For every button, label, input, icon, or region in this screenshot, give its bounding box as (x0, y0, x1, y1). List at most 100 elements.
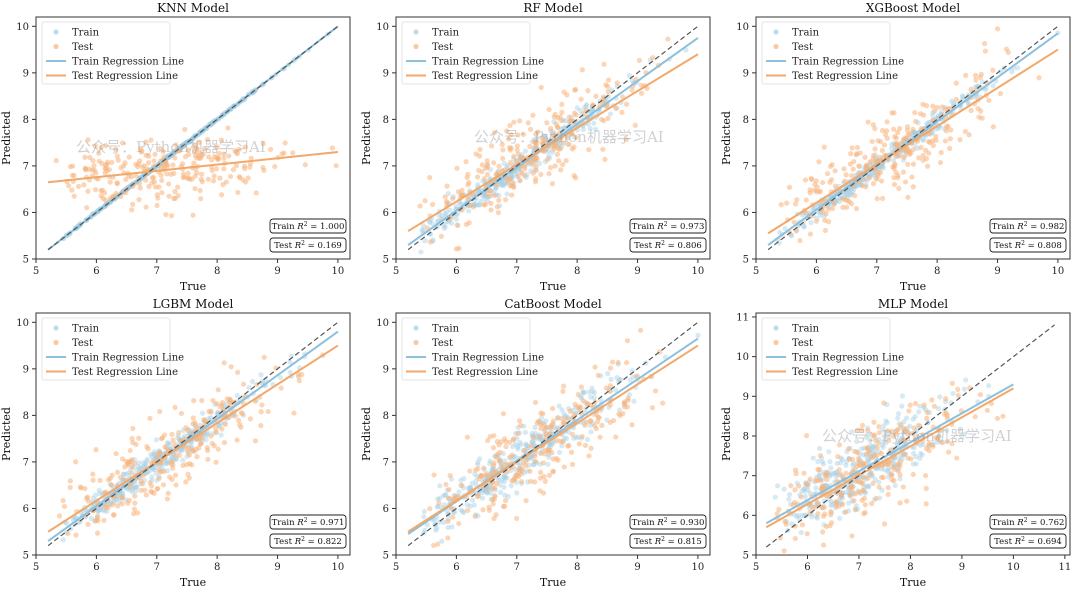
train-point (801, 223, 807, 229)
train-point (180, 457, 186, 463)
train-point (453, 216, 459, 222)
test-point (466, 180, 472, 186)
test-point (76, 183, 82, 189)
train-point (97, 507, 103, 513)
test-point (897, 472, 903, 478)
y-tick-label: 5 (383, 551, 389, 562)
test-point (205, 456, 211, 462)
train-point (826, 449, 832, 455)
test-point (119, 495, 126, 501)
test-point (995, 26, 1001, 32)
test-point (131, 460, 138, 467)
test-point (517, 177, 523, 184)
test-point (208, 433, 214, 439)
test-point (66, 183, 72, 189)
y-tick-label: 5 (23, 255, 29, 266)
legend-box (761, 21, 891, 85)
y-tick-label: 7 (23, 161, 29, 172)
test-point (568, 449, 575, 455)
test-point (493, 454, 499, 460)
train-point (484, 488, 490, 494)
train-point (138, 465, 144, 471)
test-point (87, 154, 93, 161)
train-point (119, 490, 126, 496)
test-point (595, 372, 601, 378)
train-point (607, 111, 614, 117)
test-point (198, 196, 204, 202)
test-point (857, 150, 863, 156)
test-point (820, 179, 826, 186)
test-point (506, 136, 512, 142)
test-point (895, 129, 901, 135)
train-point (136, 460, 142, 466)
train-point (916, 409, 922, 415)
train-point (135, 464, 141, 470)
train-point (129, 489, 136, 495)
test-point (537, 433, 543, 439)
test-point (605, 89, 611, 95)
test-point (650, 55, 656, 61)
test-point (860, 487, 866, 494)
train-point (612, 387, 619, 393)
test-point (872, 437, 878, 443)
chart-title: CatBoost Model (504, 297, 602, 311)
test-point (199, 397, 205, 404)
y-tick-label: 8 (23, 411, 29, 422)
legend-test-label: Test (72, 42, 93, 53)
test-point (855, 427, 861, 433)
train-point (850, 462, 856, 468)
legend-test-label: Test (792, 42, 813, 53)
test-point (994, 415, 1001, 422)
x-tick-label: 7 (514, 562, 520, 573)
test-point (491, 460, 497, 466)
test-point (477, 146, 483, 153)
legend-train-label: Train (792, 324, 820, 335)
test-point (213, 459, 219, 465)
train-point (863, 483, 870, 490)
test-point (774, 510, 780, 517)
test-point (792, 201, 799, 207)
test-point (852, 491, 859, 497)
test-point (845, 446, 852, 452)
train-point (508, 483, 514, 489)
test-point (114, 153, 120, 159)
test-point (890, 464, 896, 470)
train-point (796, 515, 802, 522)
test-point (832, 183, 839, 189)
legend-train-label: Train (72, 28, 100, 39)
test-point (815, 500, 821, 506)
test-point (784, 200, 790, 206)
test-point (949, 441, 955, 447)
train-point (837, 515, 843, 521)
test-point (113, 451, 119, 457)
train-point (929, 112, 936, 118)
test-point (550, 468, 556, 474)
test-point (496, 442, 502, 448)
test-point (554, 438, 560, 444)
test-point (152, 151, 158, 157)
test-point (815, 477, 821, 484)
legend-box (401, 21, 531, 85)
legend-train-regression-label: Train Regression Line (792, 57, 904, 68)
train-point (164, 440, 171, 446)
test-point (835, 453, 841, 460)
test-point (565, 443, 571, 449)
axes-frame (35, 16, 351, 260)
test-point (164, 171, 170, 177)
train-point (871, 172, 877, 178)
test-point (509, 192, 515, 198)
train-point (427, 231, 433, 237)
test-r2-box: Test R2 = 0.808 (989, 237, 1067, 253)
test-point (517, 418, 523, 424)
test-point (776, 506, 782, 512)
train-point (133, 488, 139, 494)
watermark: 公众号：Python机器学习AI (76, 138, 266, 156)
train-point (573, 434, 579, 440)
test-point (479, 162, 486, 168)
train-point (580, 389, 587, 395)
train-point (132, 484, 138, 490)
test-point (799, 522, 806, 528)
test-point (905, 161, 911, 167)
test-point (912, 400, 919, 407)
train-point (548, 441, 555, 447)
